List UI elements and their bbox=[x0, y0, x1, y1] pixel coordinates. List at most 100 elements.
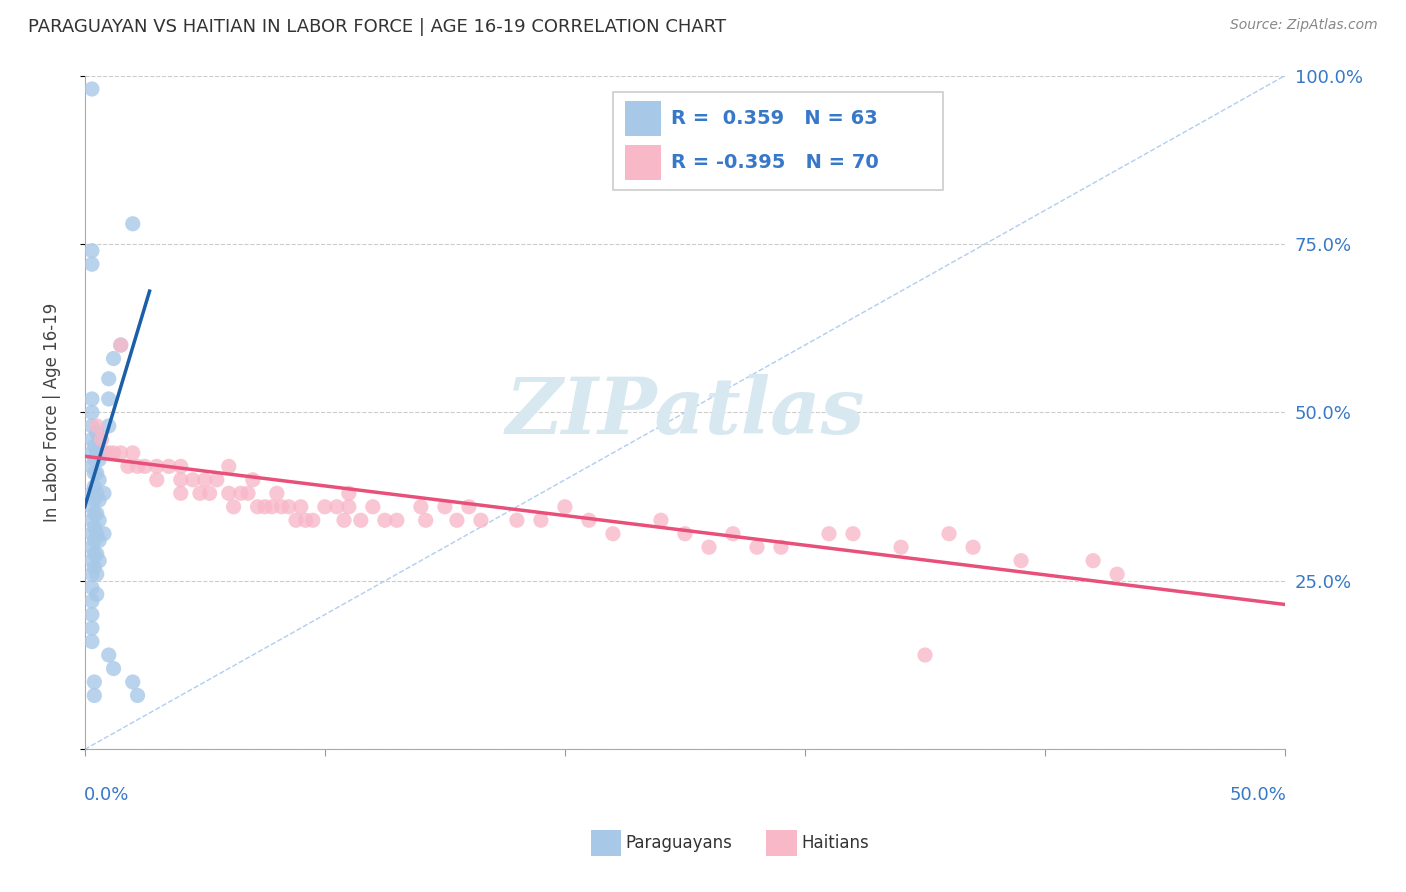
Point bbox=[121, 675, 143, 690]
Point bbox=[170, 473, 193, 487]
Point bbox=[86, 466, 108, 480]
Point bbox=[914, 648, 936, 662]
Point bbox=[86, 526, 108, 541]
Point bbox=[260, 500, 283, 514]
Point bbox=[294, 513, 316, 527]
Point bbox=[890, 540, 912, 554]
Point bbox=[157, 459, 180, 474]
Point bbox=[409, 500, 432, 514]
Point bbox=[337, 486, 360, 500]
Point bbox=[83, 547, 105, 561]
Point bbox=[326, 500, 349, 514]
Point bbox=[314, 500, 336, 514]
Point bbox=[80, 526, 103, 541]
Point bbox=[93, 486, 115, 500]
Point bbox=[578, 513, 600, 527]
Point bbox=[97, 372, 120, 386]
Point bbox=[93, 526, 115, 541]
Point bbox=[89, 452, 111, 467]
Point bbox=[842, 526, 865, 541]
Point bbox=[218, 486, 240, 500]
Point bbox=[80, 554, 103, 568]
Point bbox=[80, 405, 103, 419]
Point bbox=[103, 661, 125, 675]
Point bbox=[80, 486, 103, 500]
Point bbox=[236, 486, 259, 500]
Point bbox=[117, 459, 139, 474]
Text: PARAGUAYAN VS HAITIAN IN LABOR FORCE | AGE 16-19 CORRELATION CHART: PARAGUAYAN VS HAITIAN IN LABOR FORCE | A… bbox=[28, 18, 727, 36]
Point bbox=[83, 689, 105, 703]
Point bbox=[110, 338, 132, 352]
Point bbox=[80, 82, 103, 96]
Point bbox=[121, 446, 143, 460]
Point bbox=[80, 621, 103, 635]
Point bbox=[93, 446, 115, 460]
Point bbox=[97, 446, 120, 460]
Point bbox=[86, 587, 108, 601]
Text: R =  0.359   N = 63: R = 0.359 N = 63 bbox=[671, 109, 877, 128]
Point bbox=[446, 513, 468, 527]
Point bbox=[86, 567, 108, 582]
Point bbox=[301, 513, 323, 527]
Point bbox=[97, 418, 120, 433]
Text: 0.0%: 0.0% bbox=[83, 787, 129, 805]
Point bbox=[83, 520, 105, 534]
Point bbox=[266, 486, 288, 500]
Point bbox=[554, 500, 576, 514]
Point bbox=[222, 500, 245, 514]
Point bbox=[83, 452, 105, 467]
Point bbox=[89, 433, 111, 447]
Point bbox=[290, 500, 312, 514]
Point bbox=[97, 648, 120, 662]
Point bbox=[80, 459, 103, 474]
Point bbox=[97, 392, 120, 406]
Point bbox=[83, 675, 105, 690]
Point bbox=[103, 446, 125, 460]
Point bbox=[80, 418, 103, 433]
Point bbox=[350, 513, 373, 527]
Point bbox=[80, 392, 103, 406]
Point bbox=[83, 507, 105, 521]
Point bbox=[80, 513, 103, 527]
Text: Paraguayans: Paraguayans bbox=[626, 834, 733, 852]
Point bbox=[80, 257, 103, 271]
Point bbox=[433, 500, 456, 514]
Point bbox=[277, 500, 299, 514]
Point bbox=[385, 513, 408, 527]
Text: Source: ZipAtlas.com: Source: ZipAtlas.com bbox=[1230, 18, 1378, 32]
Point bbox=[83, 479, 105, 493]
Point bbox=[253, 500, 276, 514]
Point bbox=[80, 594, 103, 608]
Point bbox=[83, 560, 105, 574]
Point bbox=[89, 493, 111, 508]
Text: ZIPatlas: ZIPatlas bbox=[505, 375, 865, 450]
Point bbox=[89, 473, 111, 487]
Point bbox=[673, 526, 696, 541]
Point bbox=[170, 459, 193, 474]
Point bbox=[86, 486, 108, 500]
Point bbox=[145, 459, 167, 474]
Point bbox=[229, 486, 252, 500]
Point bbox=[80, 446, 103, 460]
Point bbox=[90, 433, 112, 447]
Point bbox=[818, 526, 841, 541]
Point bbox=[86, 507, 108, 521]
FancyBboxPatch shape bbox=[624, 101, 661, 136]
Point bbox=[769, 540, 792, 554]
Point bbox=[697, 540, 720, 554]
Point bbox=[374, 513, 396, 527]
Point bbox=[242, 473, 264, 487]
Point bbox=[103, 351, 125, 366]
Point bbox=[470, 513, 492, 527]
Point bbox=[86, 446, 108, 460]
Point bbox=[80, 244, 103, 258]
Point bbox=[205, 473, 228, 487]
Point bbox=[361, 500, 384, 514]
Point bbox=[194, 473, 217, 487]
Point bbox=[86, 418, 108, 433]
Point bbox=[86, 547, 108, 561]
Point bbox=[83, 533, 105, 548]
Point bbox=[530, 513, 553, 527]
Point bbox=[650, 513, 672, 527]
Text: 50.0%: 50.0% bbox=[1229, 787, 1286, 805]
